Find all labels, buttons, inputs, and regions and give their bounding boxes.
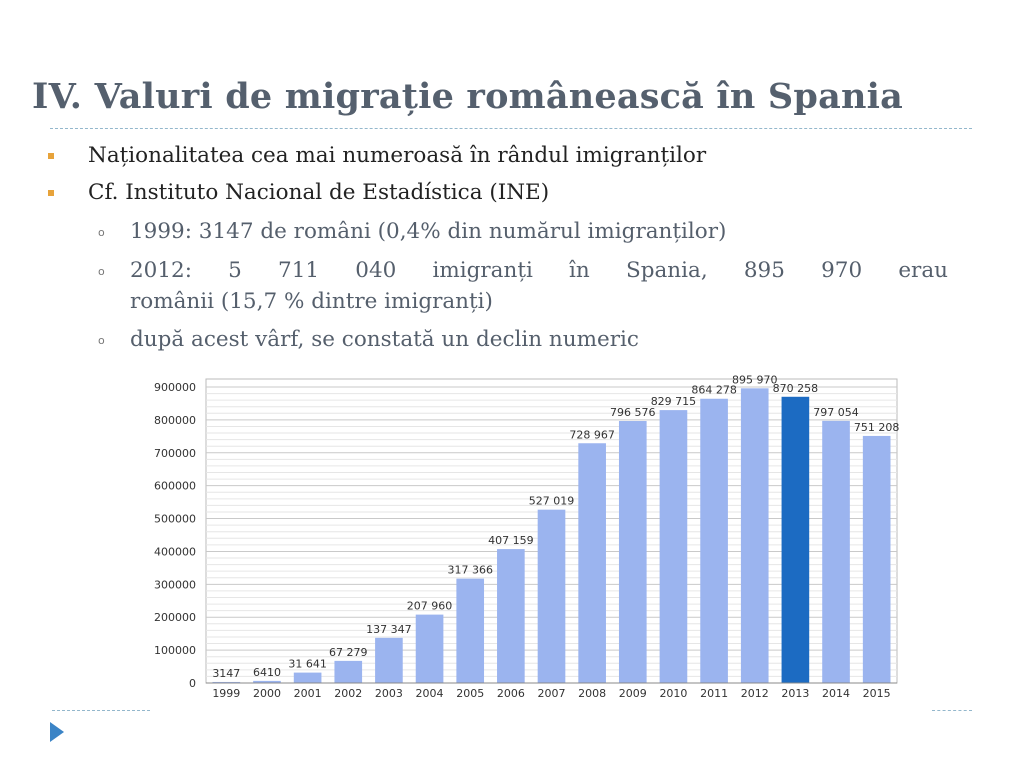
x-tick-label: 2005 [456,687,484,700]
y-tick-label: 200000 [154,611,196,624]
circle-bullet-icon: o [98,265,105,278]
bar-2013 [781,396,810,683]
x-tick-label: 2015 [863,687,891,700]
bar-2007 [537,509,566,683]
x-tick-label: 2004 [416,687,444,700]
data-label: 797 054 [813,406,859,419]
bullet-text: Cf. Instituto Nacional de Estadística (I… [88,180,550,205]
x-tick-label: 2008 [578,687,606,700]
y-tick-label: 400000 [154,545,196,558]
data-label: 3147 [212,667,240,680]
x-tick-label: 1999 [212,687,240,700]
bar-2012 [740,388,769,683]
square-bullet-icon [48,153,54,159]
circle-bullet-icon: o [98,334,105,347]
title-divider [50,128,972,129]
sub-bullet-text: românii (15,7 % dintre imigranți) [130,289,493,314]
sub-bullet-text: 2012: 5 711 040 imigranți în Spania, 895… [130,258,948,283]
data-label: 207 960 [407,600,453,613]
bar-2000 [253,680,281,683]
footer-divider-left [52,710,150,711]
data-label: 6410 [253,666,281,679]
sub-bullet-text: după acest vârf, se constată un declin n… [130,327,639,352]
data-label: 137 347 [366,623,412,636]
sub-bullet-text: 1999: 3147 de români (0,4% din numărul i… [130,219,727,244]
bar-2006 [497,549,525,683]
slide-title: IV. Valuri de migrație românească în Spa… [32,76,903,117]
x-tick-label: 2011 [700,687,728,700]
square-bullet-icon [48,190,54,196]
x-tick-label: 2014 [822,687,850,700]
y-tick-label: 0 [189,677,196,690]
x-tick-label: 2002 [334,687,362,700]
footer-divider-right [932,710,972,711]
data-label: 864 278 [691,384,737,397]
x-tick-label: 2010 [659,687,687,700]
x-tick-label: 2006 [497,687,525,700]
x-tick-label: 2000 [253,687,281,700]
y-tick-label: 800000 [154,414,196,427]
bullet-text: Naționalitatea cea mai numeroasă în rând… [88,143,707,168]
data-label: 728 967 [569,428,615,441]
bar-2009 [618,421,647,683]
migration-bar-chart: 0 100000 200000 300000 400000 500000 600000 700… [154,373,900,700]
x-tick-label: 2013 [781,687,809,700]
triangle-arrow-icon [50,722,64,742]
bar-2015 [862,435,891,683]
data-label: 407 159 [488,534,533,547]
bar-2001 [293,672,322,683]
data-label: 317 366 [447,564,493,577]
x-tick-label: 2003 [375,687,403,700]
x-tick-label: 2001 [294,687,322,700]
data-label: 870 258 [773,382,819,395]
bar-2010 [659,410,688,683]
bar-2011 [700,398,728,683]
y-tick-label: 900000 [154,381,196,394]
data-label: 796 576 [610,406,656,419]
circle-bullet-icon: o [98,226,105,239]
data-label: 751 208 [854,421,900,434]
y-tick-label: 300000 [154,578,196,591]
bar-2005 [456,578,485,683]
data-label: 895 970 [732,373,778,386]
bar-2008 [578,443,606,683]
x-tick-label: 2009 [619,687,647,700]
y-tick-label: 500000 [154,513,196,526]
bar-2014 [822,420,850,683]
data-label: 527 019 [529,495,575,508]
bar-2003 [375,637,403,683]
bullet-list: Naționalitatea cea mai numeroasă în rând… [0,0,1024,360]
bar-2004 [415,614,444,683]
bar-1999 [212,681,241,683]
data-label: 31 641 [288,658,327,671]
bar-2002 [334,660,363,683]
x-tick-label: 2007 [538,687,566,700]
x-tick-label: 2012 [741,687,769,700]
y-tick-label: 600000 [154,480,196,493]
y-tick-label: 700000 [154,447,196,460]
y-tick-label: 100000 [154,644,196,657]
data-label: 829 715 [651,395,697,408]
data-label: 67 279 [329,646,368,659]
